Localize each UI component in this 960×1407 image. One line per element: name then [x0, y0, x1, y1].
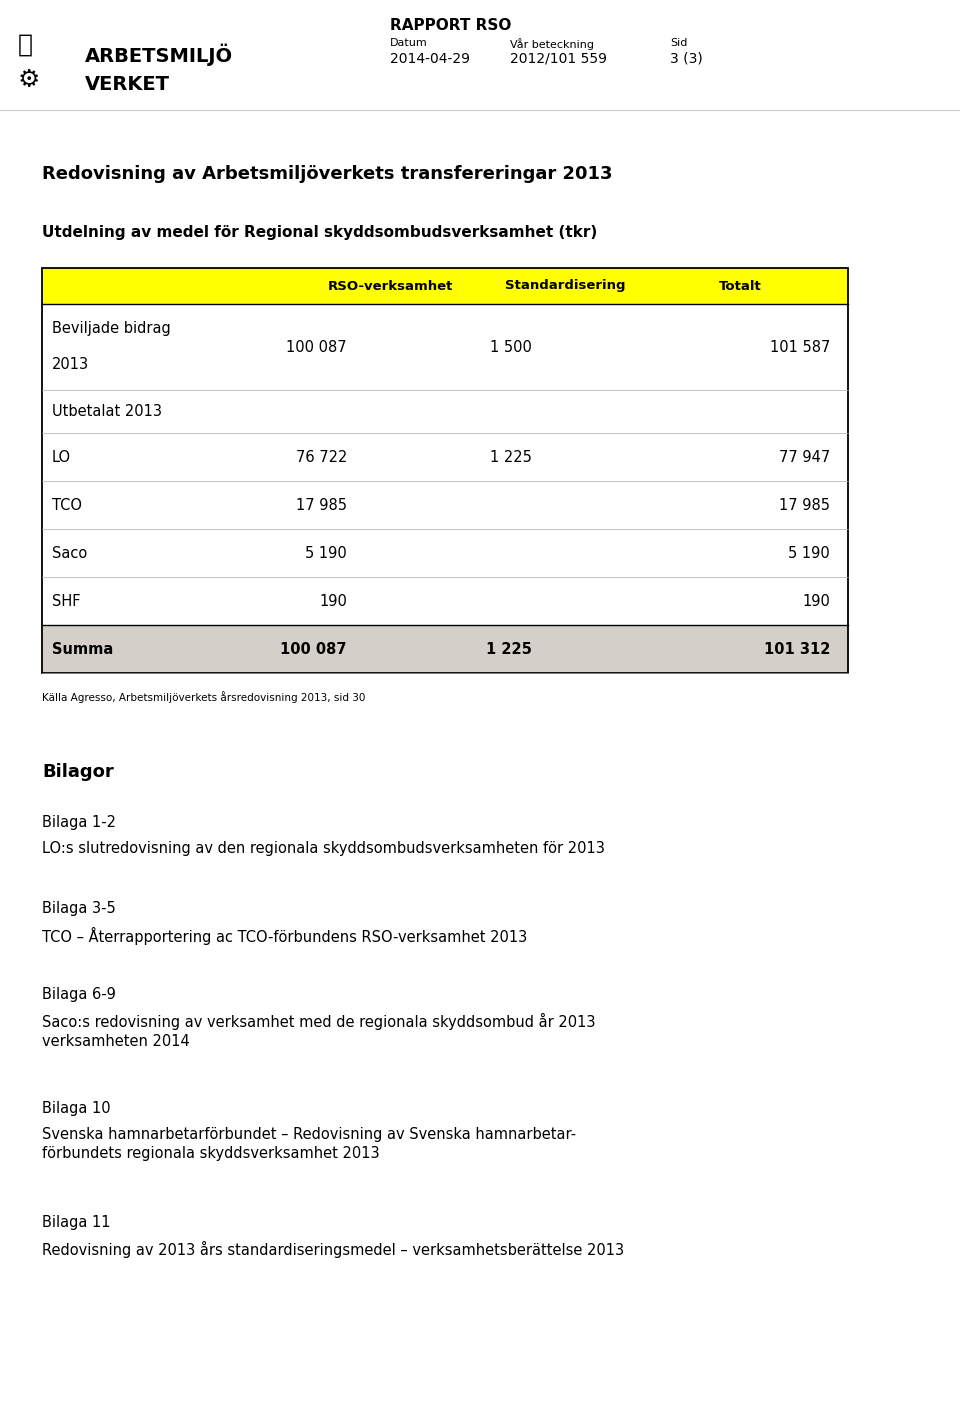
Text: Redovisning av Arbetsmiljöverkets transfereringar 2013: Redovisning av Arbetsmiljöverkets transf… — [42, 165, 612, 183]
Text: ⚙: ⚙ — [18, 68, 40, 91]
Text: 76 722: 76 722 — [296, 449, 347, 464]
Text: Totalt: Totalt — [719, 280, 761, 293]
Text: Bilaga 3-5: Bilaga 3-5 — [42, 900, 116, 916]
Text: 2012/101 559: 2012/101 559 — [510, 52, 607, 66]
Text: Utdelning av medel för Regional skyddsombudsverksamhet (tkr): Utdelning av medel för Regional skyddsom… — [42, 225, 597, 241]
Text: SHF: SHF — [52, 594, 81, 608]
Text: Utbetalat 2013: Utbetalat 2013 — [52, 404, 162, 419]
Bar — [42, 390, 848, 433]
Text: Saco: Saco — [52, 546, 87, 560]
Text: Saco:s redovisning av verksamhet med de regionala skyddsombud år 2013
verksamhet: Saco:s redovisning av verksamhet med de … — [42, 1013, 595, 1050]
Text: Sid: Sid — [670, 38, 687, 48]
Text: 100 087: 100 087 — [280, 642, 347, 657]
Text: TCO: TCO — [52, 498, 82, 512]
Bar — [42, 625, 848, 673]
Text: Bilaga 11: Bilaga 11 — [42, 1216, 110, 1230]
Text: 77 947: 77 947 — [779, 449, 830, 464]
Text: 1 225: 1 225 — [486, 642, 532, 657]
Bar — [42, 529, 848, 577]
Text: 1 500: 1 500 — [491, 339, 532, 355]
Text: 1 225: 1 225 — [491, 449, 532, 464]
Text: RAPPORT RSO: RAPPORT RSO — [390, 18, 512, 32]
Text: Bilaga 6-9: Bilaga 6-9 — [42, 986, 116, 1002]
Text: 2014-04-29: 2014-04-29 — [390, 52, 470, 66]
Text: 5 190: 5 190 — [788, 546, 830, 560]
Text: Redovisning av 2013 års standardiseringsmedel – verksamhetsberättelse 2013: Redovisning av 2013 års standardiserings… — [42, 1241, 624, 1258]
Text: 100 087: 100 087 — [286, 339, 347, 355]
Text: Bilagor: Bilagor — [42, 763, 113, 781]
Text: 101 312: 101 312 — [763, 642, 830, 657]
Text: 190: 190 — [803, 594, 830, 608]
Text: LO:s slutredovisning av den regionala skyddsombudsverksamheten för 2013: LO:s slutredovisning av den regionala sk… — [42, 841, 605, 855]
Text: 👑: 👑 — [18, 32, 33, 58]
Text: VERKET: VERKET — [85, 76, 170, 94]
Bar — [42, 577, 848, 625]
Text: TCO – Återrapportering ac TCO-förbundens RSO-verksamhet 2013: TCO – Återrapportering ac TCO-förbundens… — [42, 927, 527, 946]
Bar — [42, 481, 848, 529]
Bar — [42, 267, 848, 673]
Text: Beviljade bidrag: Beviljade bidrag — [52, 321, 171, 336]
Text: 17 985: 17 985 — [296, 498, 347, 512]
Text: 5 190: 5 190 — [305, 546, 347, 560]
Text: Bilaga 1-2: Bilaga 1-2 — [42, 815, 116, 830]
Text: Svenska hamnarbetarförbundet – Redovisning av Svenska hamnarbetar-
förbundets re: Svenska hamnarbetarförbundet – Redovisni… — [42, 1127, 576, 1161]
Bar — [42, 267, 848, 304]
Text: Bilaga 10: Bilaga 10 — [42, 1102, 110, 1116]
Text: Vår beteckning: Vår beteckning — [510, 38, 594, 49]
Text: LO: LO — [52, 449, 71, 464]
Text: Datum: Datum — [390, 38, 428, 48]
Text: 17 985: 17 985 — [779, 498, 830, 512]
Text: 101 587: 101 587 — [770, 339, 830, 355]
Text: Standardisering: Standardisering — [505, 280, 625, 293]
Text: 2013: 2013 — [52, 357, 89, 371]
Bar — [42, 304, 848, 390]
Text: 3 (3): 3 (3) — [670, 52, 703, 66]
Bar — [42, 433, 848, 481]
Text: Summa: Summa — [52, 642, 113, 657]
Text: Källa Agresso, Arbetsmiljöverkets årsredovisning 2013, sid 30: Källa Agresso, Arbetsmiljöverkets årsred… — [42, 691, 366, 704]
Text: RSO-verksamhet: RSO-verksamhet — [327, 280, 453, 293]
Text: ARBETSMILJÖ: ARBETSMILJÖ — [85, 44, 233, 66]
Text: 190: 190 — [319, 594, 347, 608]
